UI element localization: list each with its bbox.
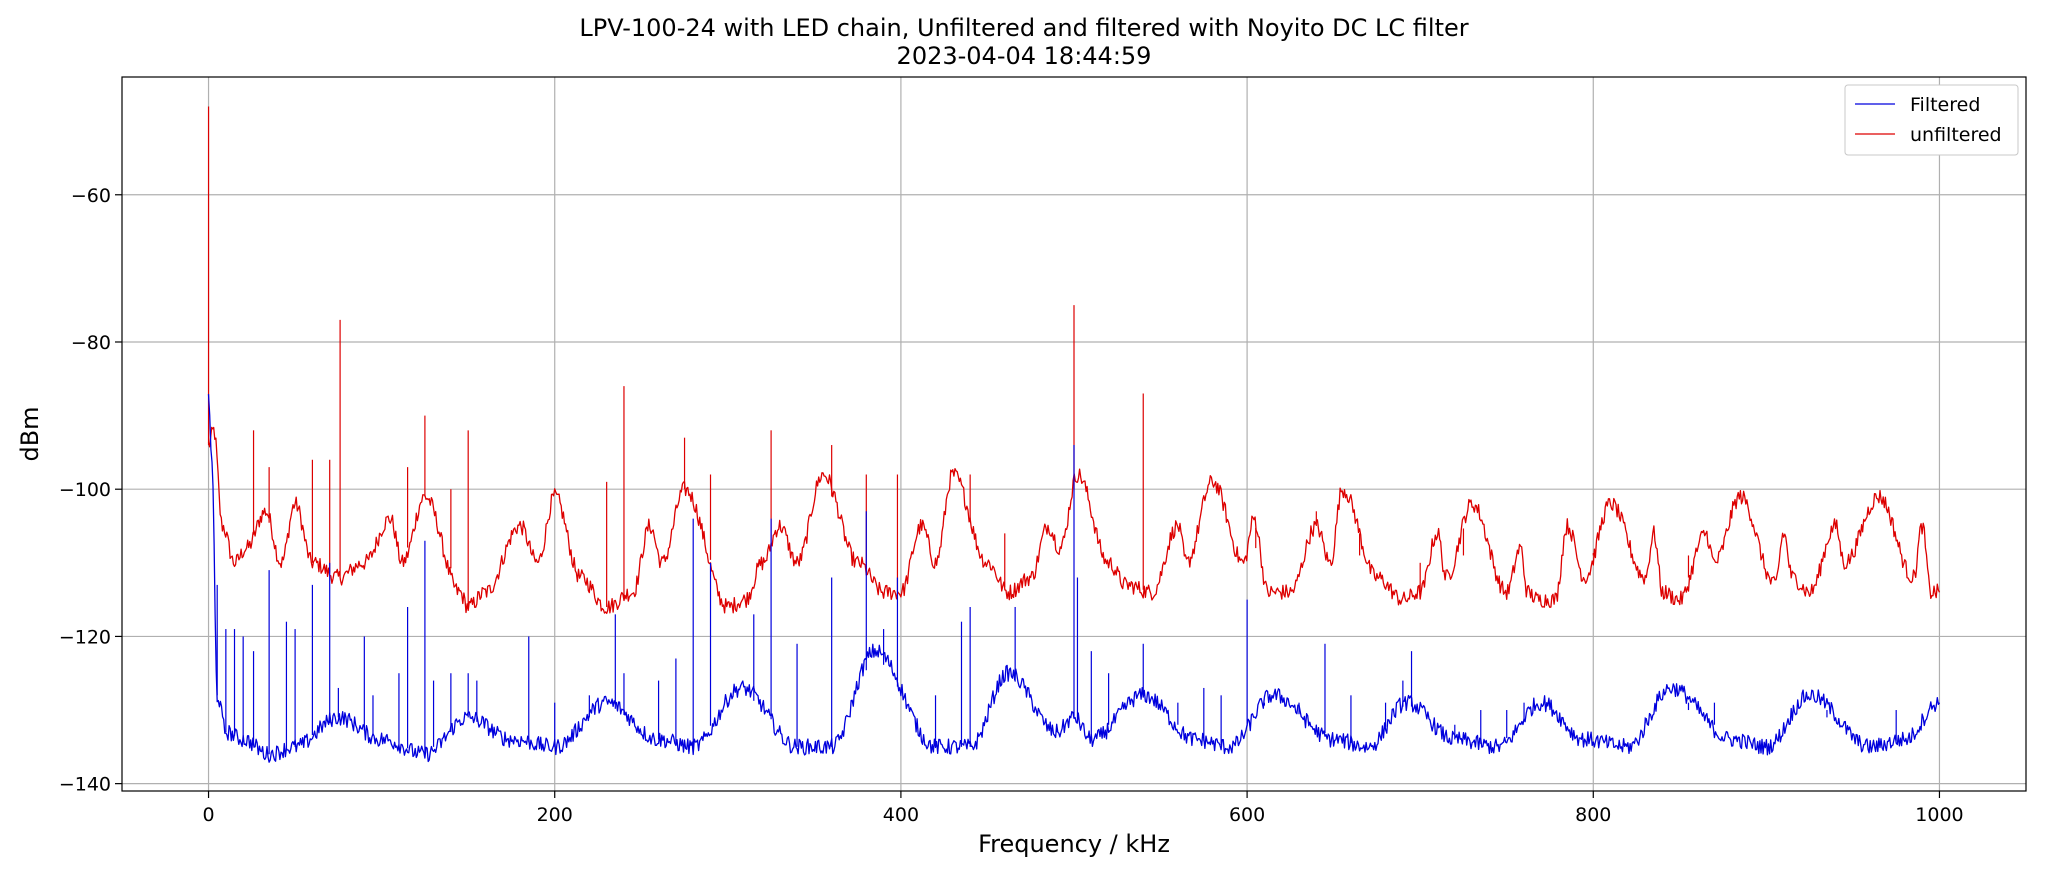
chart-title: LPV-100-24 with LED chain, Unfiltered an… bbox=[579, 14, 1469, 42]
legend-box bbox=[1844, 84, 2019, 156]
x-tick-label: 400 bbox=[883, 804, 919, 826]
x-tick-label: 1000 bbox=[1915, 804, 1963, 826]
legend-label-unfiltered: unfiltered bbox=[1910, 124, 2002, 146]
x-tick-label: 800 bbox=[1575, 804, 1611, 826]
x-tick-label: 0 bbox=[202, 804, 214, 826]
axes-ticks: 0 200 400 600 800 1000 −140 −120 −100 −80 −60 bbox=[59, 185, 1964, 826]
plot-area bbox=[121, 76, 2027, 792]
series-layer bbox=[207, 106, 1941, 763]
x-tick-label: 600 bbox=[1229, 804, 1265, 826]
series-unfiltered bbox=[207, 106, 1941, 615]
x-tick-label: 200 bbox=[537, 804, 573, 826]
series-line bbox=[207, 426, 1941, 615]
legend: Filtered unfiltered bbox=[1844, 84, 2019, 156]
y-tick-label: −60 bbox=[71, 185, 111, 207]
y-tick-label: −120 bbox=[59, 626, 111, 648]
y-tick-label: −140 bbox=[59, 774, 111, 796]
y-tick-label: −80 bbox=[71, 332, 111, 354]
series-line bbox=[207, 394, 1941, 763]
chart-subtitle: 2023-04-04 18:44:59 bbox=[896, 42, 1152, 70]
legend-label-filtered: Filtered bbox=[1910, 94, 1980, 116]
y-tick-label: −100 bbox=[59, 479, 111, 501]
y-axis-label: dBm bbox=[16, 406, 44, 461]
x-axis-label: Frequency / kHz bbox=[978, 830, 1170, 858]
series-filtered bbox=[207, 394, 1941, 763]
